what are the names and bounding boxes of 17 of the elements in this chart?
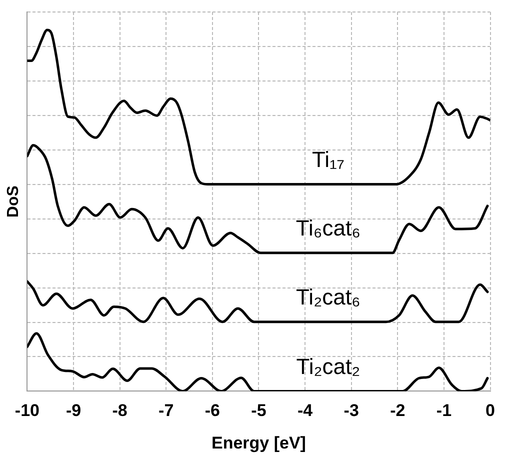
y-axis-title: DoS: [5, 185, 22, 218]
x-tick-label: -9: [66, 401, 82, 420]
x-tick-label: 0: [486, 401, 496, 420]
x-tick-label: -10: [14, 401, 40, 420]
series-label: Ti₂cat₆: [296, 284, 360, 310]
x-tick-label: -8: [112, 401, 128, 420]
series-label: Ti₆cat₆: [296, 215, 360, 240]
series-label: Ti₁₇: [312, 146, 344, 172]
x-tick-label: -6: [204, 401, 220, 420]
x-tick-label: -5: [251, 401, 266, 420]
x-tick-label: -3: [344, 401, 359, 420]
x-tick-label: -4: [297, 401, 314, 420]
x-tick-label: -1: [436, 401, 452, 420]
x-tick-label: -7: [158, 401, 174, 420]
series-label: Ti₂cat₂: [296, 354, 360, 379]
x-axis-title: Energy [eV]: [211, 433, 306, 452]
x-tick-label: -2: [390, 401, 406, 420]
